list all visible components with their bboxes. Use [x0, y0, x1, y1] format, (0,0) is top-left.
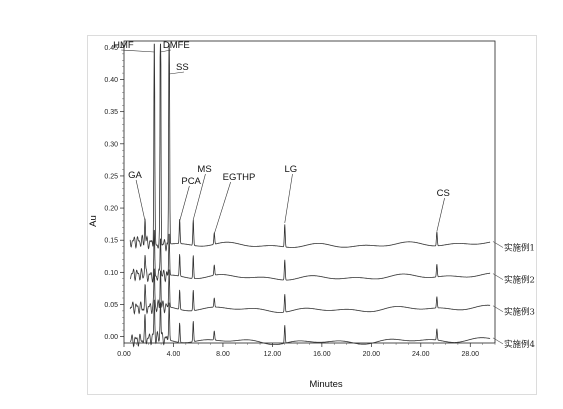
traces — [129, 43, 491, 348]
x-tick-label: 28.00 — [462, 351, 480, 358]
peak-leader — [192, 173, 206, 220]
peak-label: LG — [284, 164, 297, 175]
y-tick-label: 0.25 — [104, 173, 118, 180]
legend-leader — [492, 241, 504, 248]
series-line-2 — [129, 229, 491, 283]
axes: 0.00 0.05 0.10 0.15 0.20 0.25 0.30 0.35 0.40 0.45… — [104, 40, 496, 358]
chromatogram-chart: 0.00 0.05 0.10 0.15 0.20 0.25 0.30 0.35 0.40 0.45… — [88, 40, 535, 390]
x-tick-label: 16.00 — [313, 351, 331, 358]
peak-label: EGTHP — [223, 172, 256, 183]
y-tick-label: 0.00 — [104, 334, 118, 341]
peak-leader — [121, 49, 155, 53]
legend-entry: 实施例4 — [504, 339, 535, 350]
peak-leader — [179, 185, 190, 222]
y-tick-label: 0.10 — [104, 270, 118, 277]
peak-label: PCA — [181, 176, 201, 187]
x-tick-label: 8.00 — [216, 351, 230, 358]
peak-label: DMFE — [163, 40, 190, 51]
peak-label: SS — [176, 62, 189, 73]
y-tick-label: 0.05 — [104, 302, 118, 309]
series-line-1 — [129, 43, 491, 252]
x-tick-label: 0.00 — [117, 351, 131, 358]
x-tick-label: 4.00 — [167, 351, 181, 358]
chart-frame: 0.00 0.05 0.10 0.15 0.20 0.25 0.30 0.35 0.40 0.45… — [87, 35, 537, 395]
peak-label: MS — [197, 164, 211, 175]
y-tick-label: 0.40 — [104, 77, 118, 84]
legend-leader — [492, 273, 504, 280]
peak-leader — [213, 181, 231, 234]
peak-label: HMF — [113, 40, 134, 51]
legend-leader — [492, 305, 504, 312]
x-axis-title: Minutes — [309, 379, 343, 390]
series-line-4 — [129, 299, 491, 348]
x-tick-label: 20.00 — [363, 351, 381, 358]
legend-entry: 实施例2 — [504, 275, 535, 286]
y-tick-label: 0.35 — [104, 109, 118, 116]
x-tick-label: 24.00 — [412, 351, 430, 358]
y-axis-title: Au — [88, 215, 99, 227]
peak-label: GA — [128, 170, 142, 181]
series-line-3 — [129, 268, 491, 315]
peak-leader — [135, 179, 146, 222]
peak-leader — [284, 173, 293, 223]
y-tick-label: 0.30 — [104, 141, 118, 148]
y-tick-label: 0.20 — [104, 206, 118, 213]
legend-entry: 实施例1 — [504, 242, 535, 253]
peak-leader — [160, 49, 171, 53]
peak-leader — [169, 71, 185, 75]
legend-leader — [492, 337, 504, 345]
legend-entry: 实施例3 — [504, 307, 535, 318]
x-tick-label: 12.00 — [264, 351, 282, 358]
y-tick-label: 0.15 — [104, 238, 118, 245]
peak-leader — [436, 197, 445, 232]
y-tick-label: 0.45 — [104, 45, 118, 52]
peak-label: CS — [437, 188, 450, 199]
